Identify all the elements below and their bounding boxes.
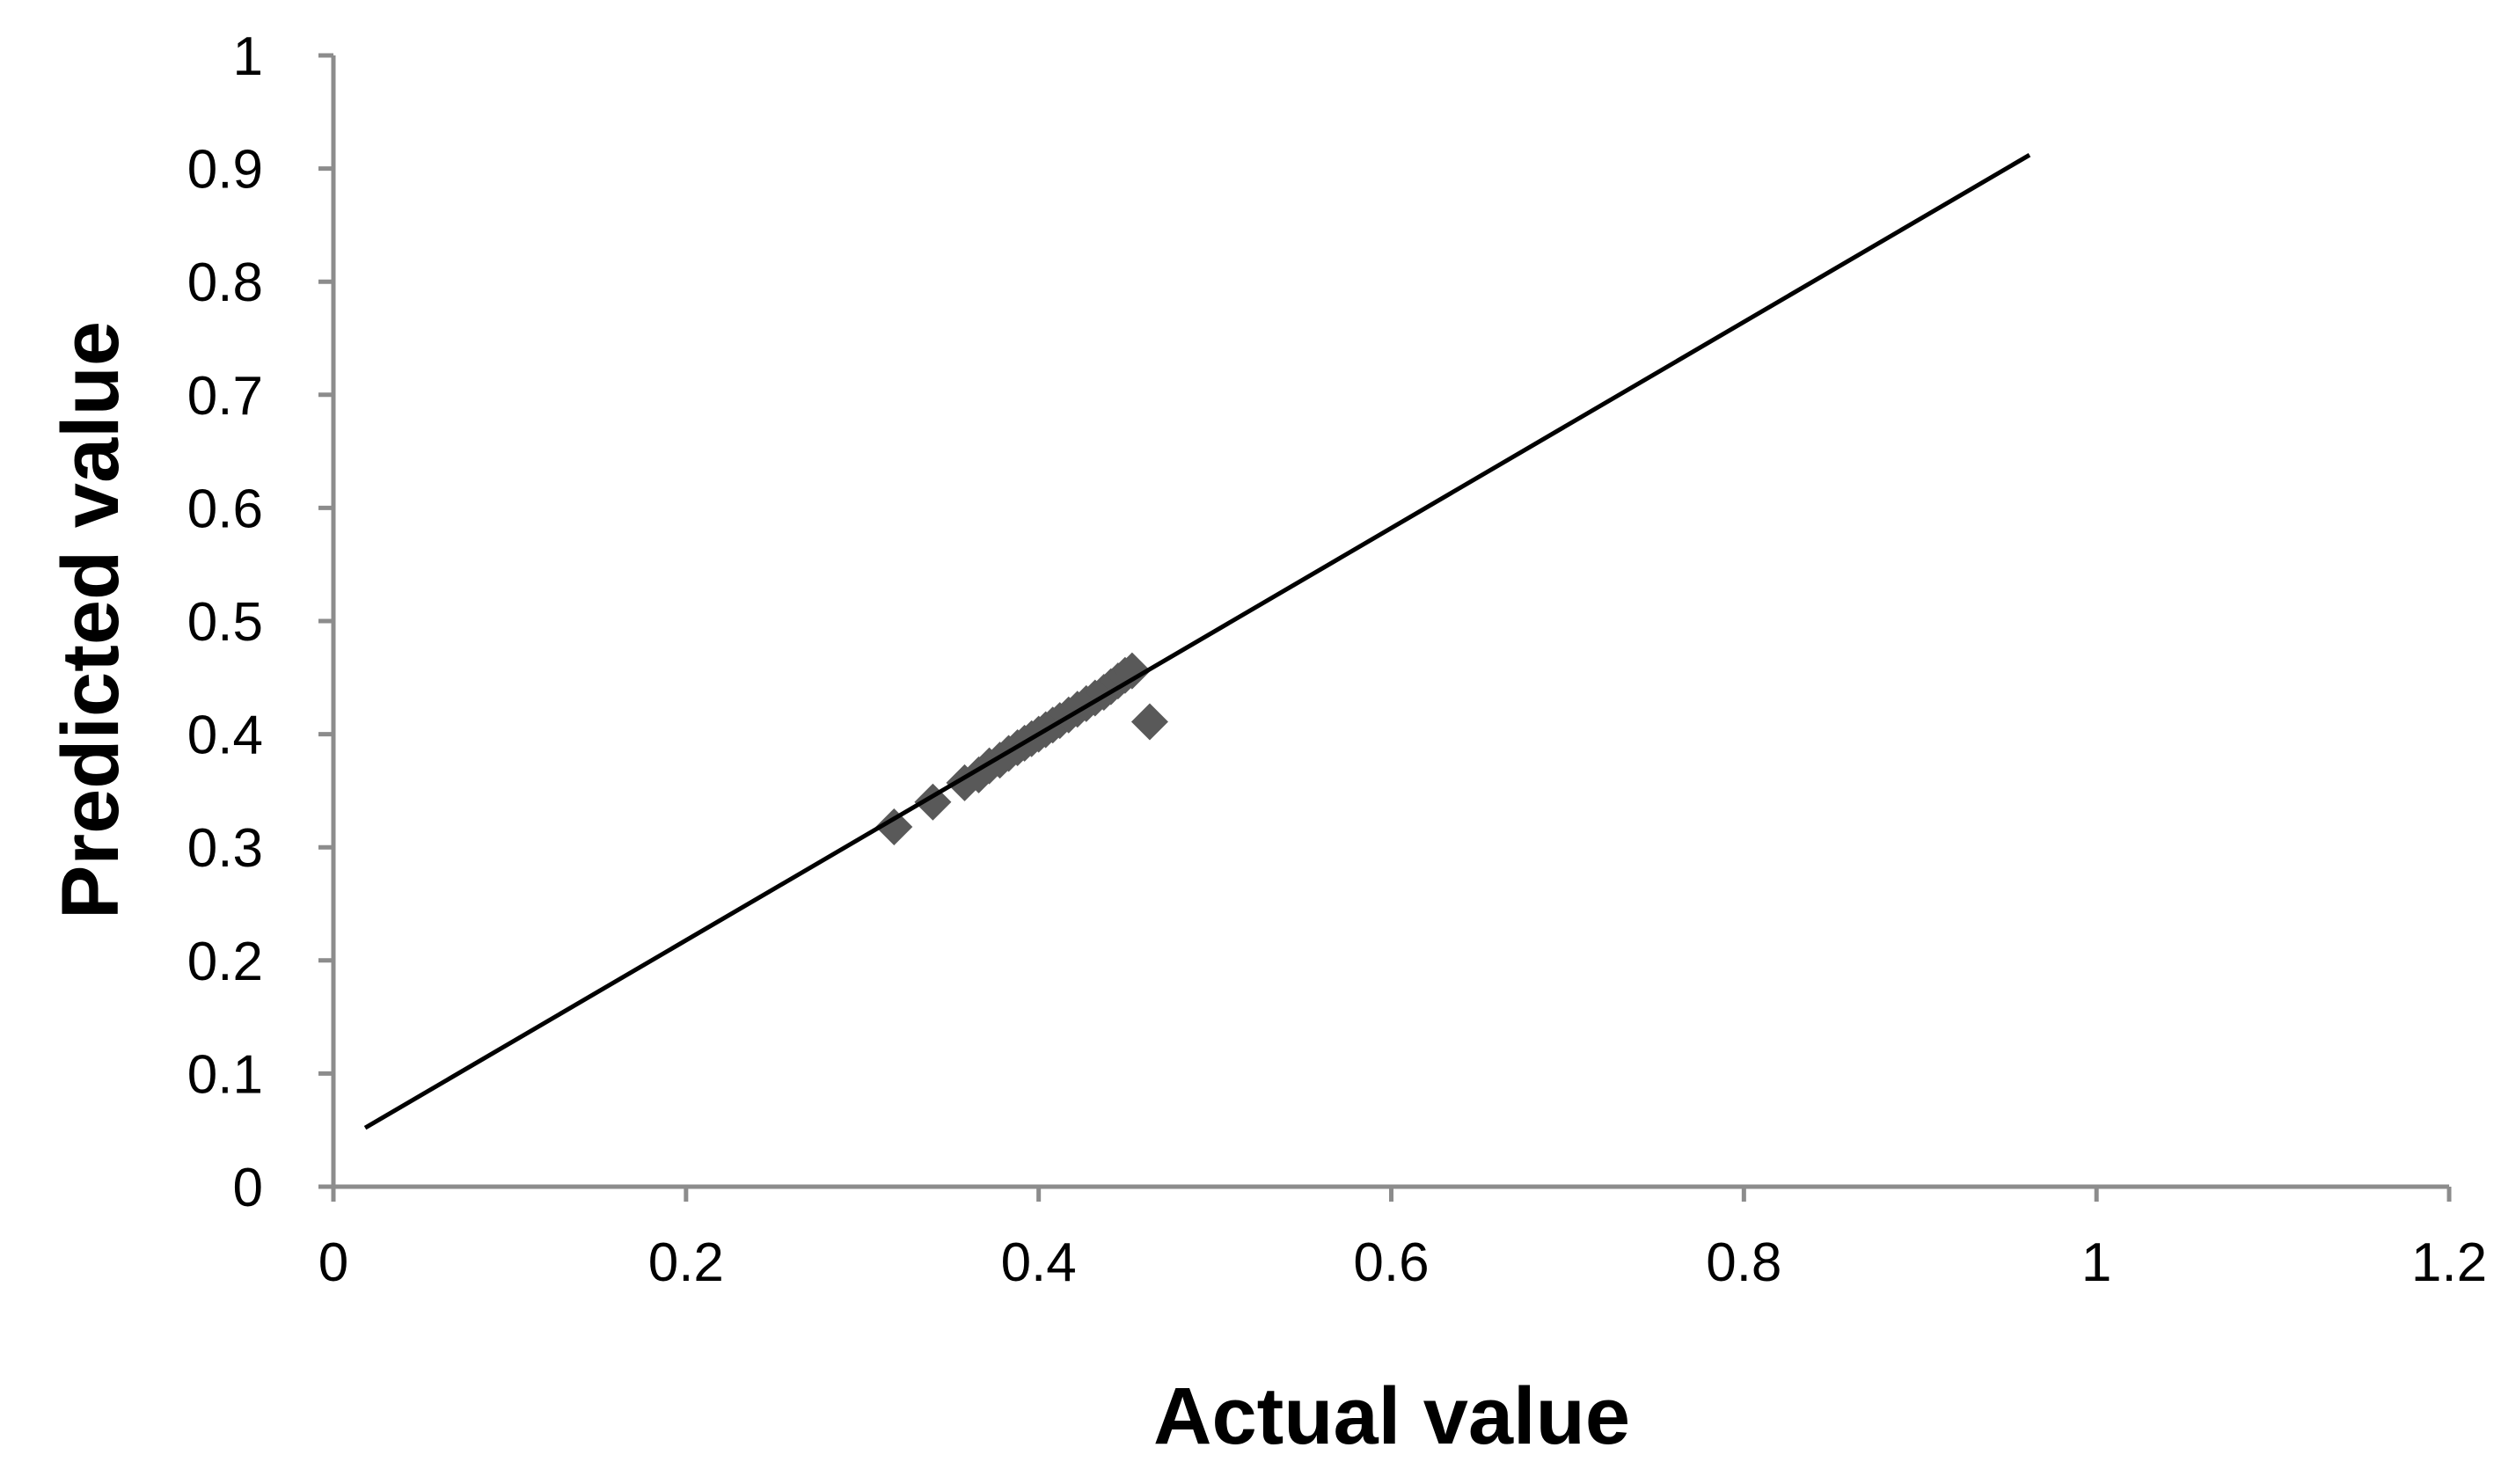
y-tick-label: 0.2 (187, 932, 263, 992)
x-tick-label: 0.6 (1353, 1232, 1429, 1293)
y-tick-label: 0.7 (187, 366, 263, 427)
y-axis-title: Predicted value (46, 321, 135, 919)
y-axis-ticks: 0 0.1 0.2 0.3 0.4 0.5 0.6 0.7 0.8 0.9 1 (187, 26, 333, 1218)
fit-line (363, 153, 2031, 1130)
axes (331, 55, 2449, 1189)
fit-line-group (363, 153, 2031, 1130)
y-tick-label: 0.3 (187, 818, 263, 879)
x-axis-ticks: 0 0.2 0.4 0.6 0.8 1 1.2 (318, 1187, 2487, 1293)
data-point (1113, 652, 1151, 690)
x-tick-label: 0 (318, 1232, 348, 1293)
data-series (875, 652, 1168, 846)
x-tick-label: 0.4 (1001, 1232, 1077, 1293)
x-tick-label: 1.2 (2411, 1232, 2487, 1293)
y-tick-label: 0 (233, 1158, 263, 1218)
data-point (1130, 703, 1168, 741)
x-tick-label: 0.8 (1706, 1232, 1781, 1293)
data-point (875, 808, 913, 846)
x-axis-title: Actual value (1153, 1371, 1630, 1461)
y-tick-label: 0.6 (187, 479, 263, 539)
y-tick-label: 0.1 (187, 1044, 263, 1105)
y-tick-label: 1 (233, 26, 263, 87)
x-tick-label: 0.2 (648, 1232, 724, 1293)
y-tick-label: 0.9 (187, 140, 263, 201)
y-tick-label: 0.4 (187, 705, 263, 766)
y-tick-label: 0.8 (187, 252, 263, 313)
x-tick-label: 1 (2081, 1232, 2111, 1293)
y-tick-label: 0.5 (187, 592, 263, 653)
